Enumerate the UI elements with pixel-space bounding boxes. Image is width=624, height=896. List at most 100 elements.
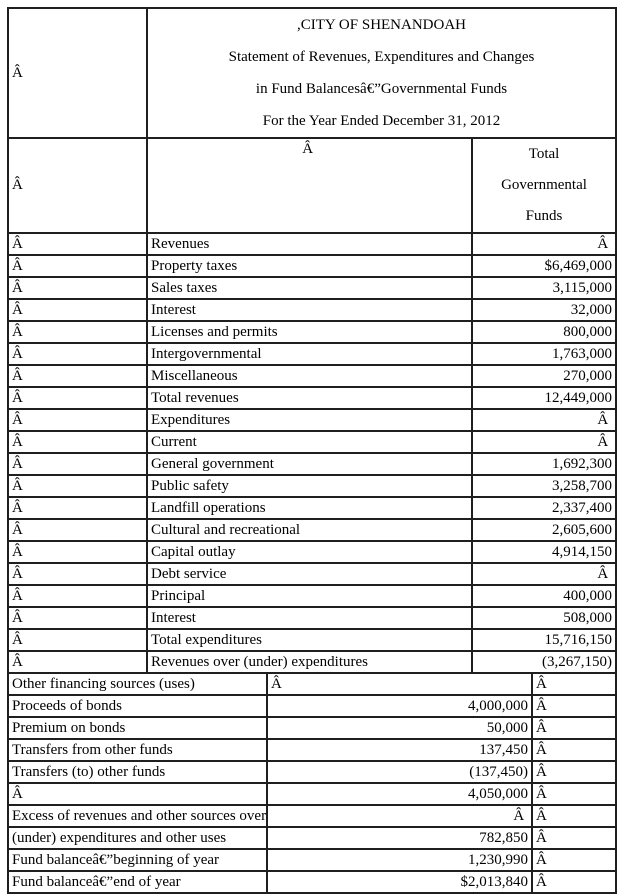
- table-row: Â Property taxes $6,469,000: [7, 254, 618, 278]
- table-row: Transfers from other funds 137,450 Â: [7, 738, 617, 762]
- blank-cell: Â: [531, 848, 617, 872]
- row-value: Â: [470, 232, 618, 256]
- blank-cell: Â: [531, 760, 617, 784]
- table-row: Â Total revenues 12,449,000: [7, 386, 618, 410]
- row-value: 1,692,300: [470, 452, 618, 476]
- row-value: Â: [470, 430, 618, 454]
- row-value: Â: [266, 672, 533, 696]
- row-value: 15,716,150: [470, 628, 618, 652]
- blank-cell: Â: [7, 137, 148, 234]
- blank-cell: Â: [531, 870, 617, 894]
- table-row: Â Sales taxes 3,115,000: [7, 276, 618, 300]
- table-row: Â Interest 32,000: [7, 298, 618, 322]
- blank-cell: Â: [531, 826, 617, 850]
- row-label: Licenses and permits: [146, 320, 473, 344]
- row-label: Proceeds of bonds: [7, 694, 268, 718]
- row-value: 508,000: [470, 606, 618, 630]
- amount-header-line: Governmental: [501, 177, 587, 193]
- table-row: Â Landfill operations 2,337,400: [7, 496, 618, 520]
- row-value: 3,258,700: [470, 474, 618, 498]
- title-line-city: ,CITY OF SHENANDOAH: [296, 17, 467, 33]
- row-label: Total revenues: [146, 386, 473, 410]
- row-label: Â: [7, 782, 268, 806]
- row-value: (137,450): [266, 760, 533, 784]
- table-row: Â Debt service Â: [7, 562, 618, 586]
- row-label: Landfill operations: [146, 496, 473, 520]
- blank-cell: Â: [7, 584, 148, 608]
- row-value: 4,050,000: [266, 782, 533, 806]
- table-row: Fund balanceâ€”end of year $2,013,840 Â: [7, 870, 617, 894]
- blank-cell: Â: [7, 496, 148, 520]
- row-label: (under) expenditures and other uses: [7, 826, 268, 850]
- blank-cell: Â: [7, 606, 148, 630]
- row-label: Property taxes: [146, 254, 473, 278]
- blank-cell: Â: [7, 276, 148, 300]
- title-line-statement: Statement of Revenues, Expenditures and …: [228, 49, 535, 65]
- row-label: Fund balanceâ€”beginning of year: [7, 848, 268, 872]
- table-row: Excess of revenues and other sources ove…: [7, 804, 617, 828]
- blank-cell: Â: [146, 137, 473, 234]
- table-row: Â Principal 400,000: [7, 584, 618, 608]
- table-row: Â Interest 508,000: [7, 606, 618, 630]
- row-value: Â: [266, 804, 533, 828]
- blank-cell: Â: [7, 540, 148, 564]
- row-label: General government: [146, 452, 473, 476]
- amount-header-line: Funds: [525, 208, 563, 224]
- row-value: 2,605,600: [470, 518, 618, 542]
- row-value: 3,115,000: [470, 276, 618, 300]
- title-line-fund-balances: in Fund Balancesâ€”Governmental Funds: [255, 81, 508, 97]
- table-row: Â Expenditures Â: [7, 408, 618, 432]
- table-row: Premium on bonds 50,000 Â: [7, 716, 617, 740]
- table-row: (under) expenditures and other uses 782,…: [7, 826, 617, 850]
- row-label: Transfers from other funds: [7, 738, 268, 762]
- row-label: Total expenditures: [146, 628, 473, 652]
- blank-cell: Â: [531, 694, 617, 718]
- row-label: Expenditures: [146, 408, 473, 432]
- table-row: Â General government 1,692,300: [7, 452, 618, 476]
- row-label: Premium on bonds: [7, 716, 268, 740]
- row-label: Cultural and recreational: [146, 518, 473, 542]
- blank-cell: Â: [7, 364, 148, 388]
- row-label: Capital outlay: [146, 540, 473, 564]
- blank-cell: Â: [7, 408, 148, 432]
- table-row: Â Revenues Â: [7, 232, 618, 256]
- blank-cell: Â: [531, 782, 617, 806]
- amount-header-line: Total: [528, 146, 560, 162]
- table-row: Â Capital outlay 4,914,150: [7, 540, 618, 564]
- table-row: Â Intergovernmental 1,763,000: [7, 342, 618, 366]
- blank-cell: Â: [531, 716, 617, 740]
- blank-cell: Â: [7, 232, 148, 256]
- row-label: Public safety: [146, 474, 473, 498]
- row-label: Revenues: [146, 232, 473, 256]
- table-row: Â Cultural and recreational 2,605,600: [7, 518, 618, 542]
- table-row: Proceeds of bonds 4,000,000 Â: [7, 694, 617, 718]
- blank-cell: Â: [7, 628, 148, 652]
- row-label: Intergovernmental: [146, 342, 473, 366]
- table-row: Â Licenses and permits 800,000: [7, 320, 618, 344]
- table-row: Transfers (to) other funds (137,450) Â: [7, 760, 617, 784]
- blank-cell: Â: [7, 452, 148, 476]
- table-row: Â 4,050,000 Â: [7, 782, 617, 806]
- blank-cell: Â: [7, 562, 148, 586]
- row-value: $6,469,000: [470, 254, 618, 278]
- row-value: 4,914,150: [470, 540, 618, 564]
- row-value: 1,230,990: [266, 848, 533, 872]
- table-row: Â Current Â: [7, 430, 618, 454]
- row-label: Excess of revenues and other sources ove…: [7, 804, 268, 828]
- row-value: 32,000: [470, 298, 618, 322]
- statement-table-other-financing: Other financing sources (uses) Â Â Proce…: [7, 672, 617, 894]
- row-label: Transfers (to) other funds: [7, 760, 268, 784]
- title-row: Â ,CITY OF SHENANDOAH Statement of Reven…: [7, 7, 618, 139]
- row-label: Interest: [146, 298, 473, 322]
- row-value: 1,763,000: [470, 342, 618, 366]
- blank-cell: Â: [531, 672, 617, 696]
- column-header-row: Â Â Total Governmental Funds: [7, 137, 618, 234]
- row-label: Interest: [146, 606, 473, 630]
- blank-cell: Â: [7, 7, 148, 139]
- row-label: Principal: [146, 584, 473, 608]
- row-value: Â: [470, 562, 618, 586]
- row-value: 12,449,000: [470, 386, 618, 410]
- blank-cell: Â: [7, 474, 148, 498]
- document-title: ,CITY OF SHENANDOAH Statement of Revenue…: [145, 7, 618, 139]
- row-label: Miscellaneous: [146, 364, 473, 388]
